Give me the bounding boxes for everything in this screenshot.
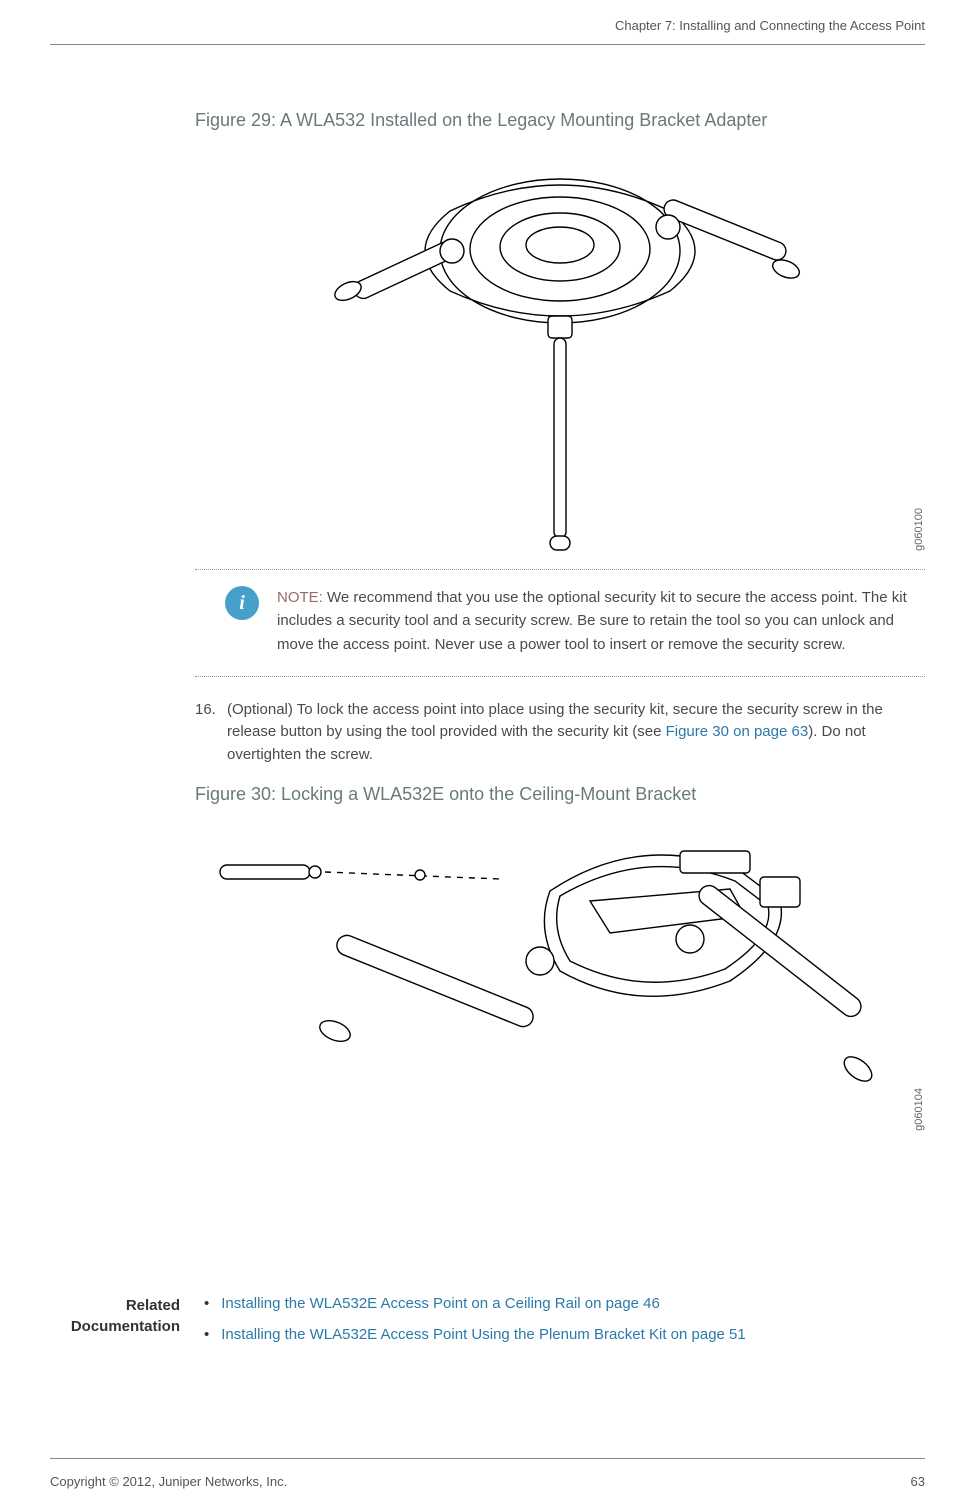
note-text: NOTE: We recommend that you use the opti… — [277, 586, 925, 656]
figure-30-caption: Figure 30: Locking a WLA532E onto the Ce… — [195, 784, 925, 805]
note-body: We recommend that you use the optional s… — [277, 589, 907, 653]
bullet-icon: • — [204, 1326, 209, 1343]
figure-30-image: g060104 — [195, 815, 925, 1141]
wla532e-locking-illustration — [200, 821, 920, 1141]
step-number: 16. — [195, 699, 219, 767]
running-header: Chapter 7: Installing and Connecting the… — [615, 18, 925, 33]
related-links: • Installing the WLA532E Access Point on… — [204, 1295, 925, 1357]
figure-30-id: g060104 — [913, 1088, 925, 1131]
related-documentation: Related Documentation • Installing the W… — [50, 1295, 925, 1357]
figure-29-image: g060100 — [195, 141, 925, 561]
figure-30-crossref-link[interactable]: Figure 30 on page 63 — [666, 723, 809, 740]
related-label: Related Documentation — [50, 1295, 180, 1357]
copyright-text: Copyright © 2012, Juniper Networks, Inc. — [50, 1474, 287, 1489]
wla532-bracket-illustration — [300, 141, 820, 561]
note-block: i NOTE: We recommend that you use the op… — [195, 569, 925, 677]
step-16: 16. (Optional) To lock the access point … — [195, 699, 925, 767]
step-text: (Optional) To lock the access point into… — [227, 699, 925, 767]
figure-29-id: g060100 — [913, 508, 925, 551]
bullet-icon: • — [204, 1295, 209, 1312]
page-number: 63 — [911, 1474, 925, 1489]
main-content: Figure 29: A WLA532 Installed on the Leg… — [195, 110, 925, 1141]
related-link-item: • Installing the WLA532E Access Point Us… — [204, 1326, 925, 1343]
page-footer: Copyright © 2012, Juniper Networks, Inc.… — [50, 1474, 925, 1489]
related-link-item: • Installing the WLA532E Access Point on… — [204, 1295, 925, 1312]
related-link-2[interactable]: Installing the WLA532E Access Point Usin… — [221, 1326, 745, 1343]
header-rule — [50, 44, 925, 45]
related-link-1[interactable]: Installing the WLA532E Access Point on a… — [221, 1295, 660, 1312]
note-label: NOTE: — [277, 589, 323, 606]
footer-rule — [50, 1458, 925, 1459]
figure-29-caption: Figure 29: A WLA532 Installed on the Leg… — [195, 110, 925, 131]
info-icon: i — [225, 586, 259, 620]
